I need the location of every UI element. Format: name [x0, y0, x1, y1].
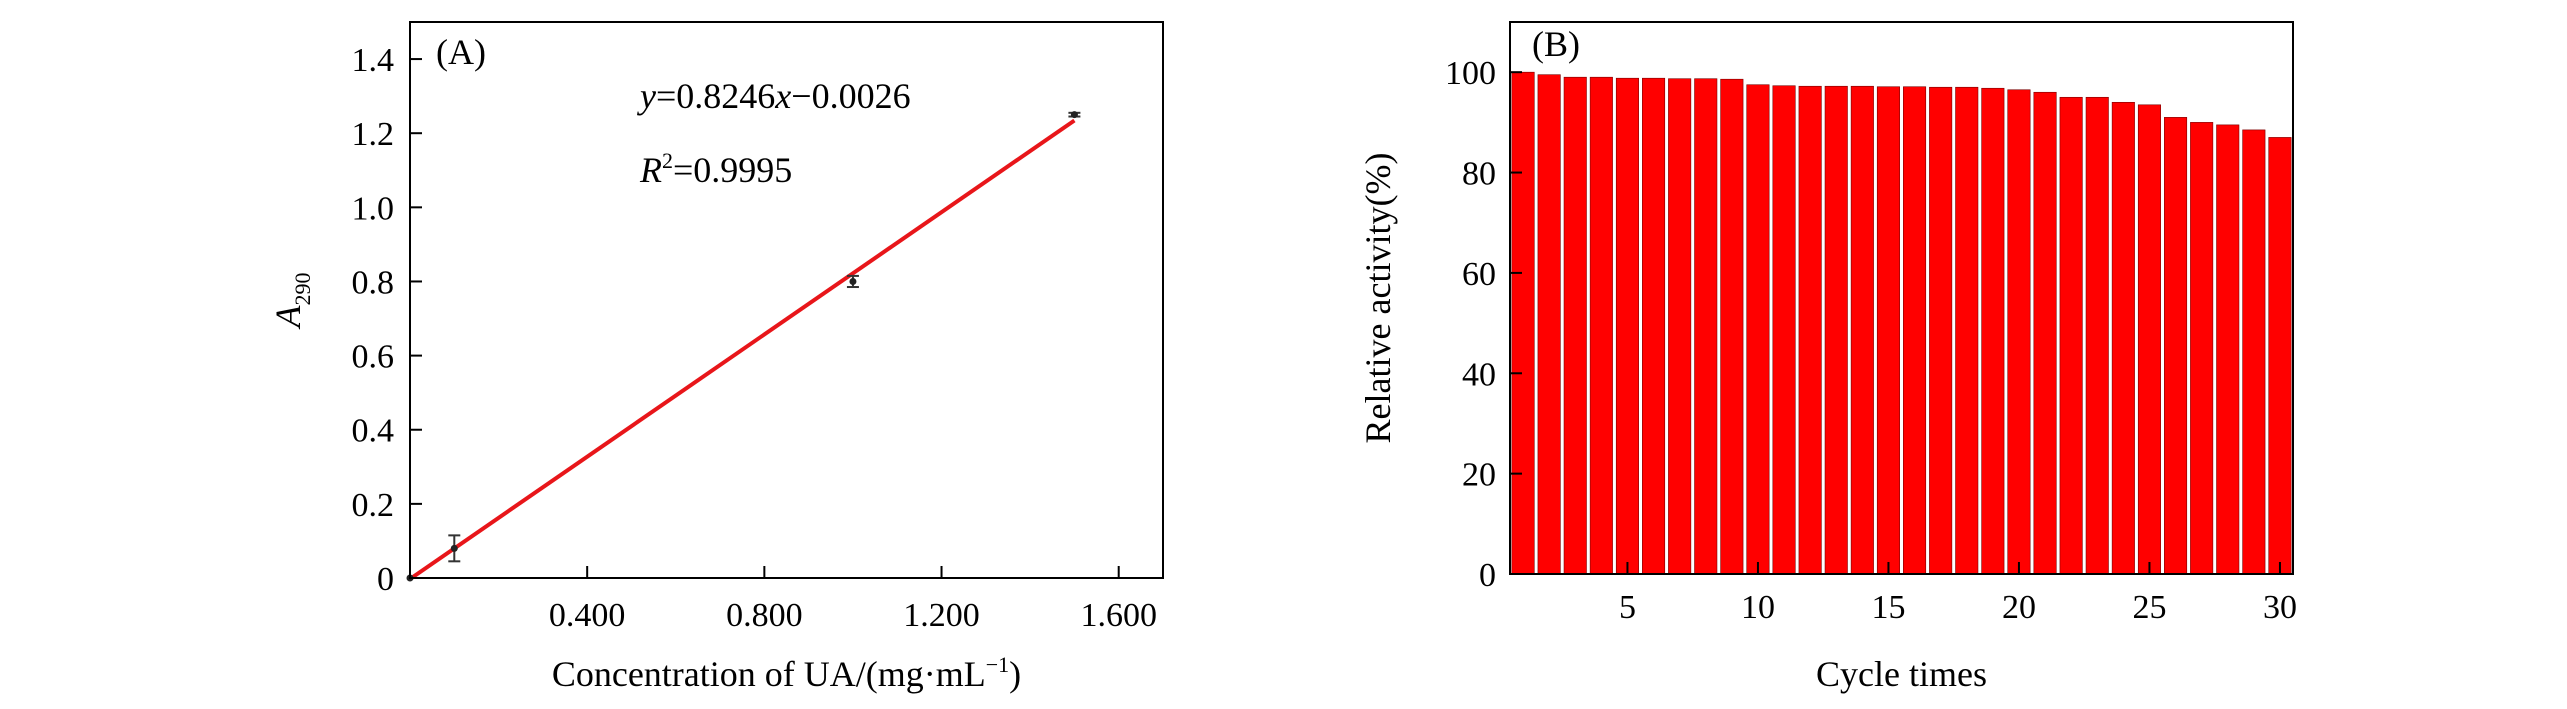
panel-b-ticks: 5 10 15 20 25 30 0 20 40 60 80 100	[1445, 55, 2297, 626]
bar-cycle-21	[2033, 91, 2057, 575]
bar-cycle-12	[1798, 85, 1822, 575]
y-tick-label: 100	[1445, 55, 1496, 92]
bar-cycle-19	[1981, 87, 2005, 575]
panel-b-bars	[1511, 71, 2292, 575]
panel-a-fit-group	[408, 118, 1076, 581]
panel-b-y-axis-label: Relative activity(%)	[1358, 153, 1398, 444]
y-tick-label: 0.2	[352, 487, 395, 524]
panel-a-points	[406, 111, 1081, 582]
fit-r-squared: R2=0.9995	[639, 148, 792, 190]
x-tick-label: 10	[1741, 589, 1775, 626]
bar-cycle-14	[1850, 85, 1874, 575]
x-label-unit: mL	[936, 654, 986, 694]
bar-cycle-7	[1668, 78, 1692, 575]
fit-r-value: =0.9995	[673, 150, 792, 190]
data-point	[1070, 111, 1078, 119]
y-tick-label: 0.6	[352, 339, 395, 376]
panel-b-label: (B)	[1532, 24, 1580, 64]
bar-cycle-24	[2111, 101, 2135, 575]
panel-a: 0.400 0.800 1.200 1.600 0 0.2 0.4 0.6 0.8 1.0 1.2 1…	[268, 21, 1164, 694]
x-tick-label: 0.400	[549, 597, 626, 634]
bar-cycle-4	[1589, 76, 1613, 575]
y-tick-label: 0	[1479, 557, 1496, 594]
bar-cycle-29	[2242, 129, 2266, 575]
x-label-superscript: −1	[986, 652, 1009, 677]
bar-cycle-5	[1615, 77, 1639, 575]
bar-cycle-11	[1772, 85, 1796, 575]
x-label-main: Concentration of UA/(mg	[552, 654, 924, 694]
bar-cycle-8	[1694, 78, 1718, 575]
bar-cycle-22	[2059, 96, 2083, 575]
data-point	[450, 544, 458, 552]
y-tick-label: 20	[1462, 457, 1496, 494]
panel-b-x-axis-label: Cycle times	[1816, 654, 1987, 694]
fit-r-symbol: R	[639, 150, 662, 190]
bar-cycle-3	[1563, 76, 1587, 575]
x-tick-label: 1.200	[903, 597, 980, 634]
bar-cycle-25	[2137, 104, 2161, 575]
bar-cycle-26	[2164, 117, 2188, 575]
x-label-close: )	[1009, 654, 1021, 694]
bar-cycle-28	[2216, 124, 2240, 575]
fit-r-superscript: 2	[662, 148, 673, 173]
x-tick-label: 5	[1619, 589, 1636, 626]
x-tick-label: 20	[2002, 589, 2036, 626]
bar-cycle-1	[1511, 71, 1535, 575]
panel-a-x-axis-label: Concentration of UA/(mg·mL−1)	[552, 652, 1021, 694]
x-label-dot: ·	[924, 654, 936, 694]
y-tick-label: 0.4	[352, 413, 395, 450]
y-tick-label: 1.0	[352, 190, 395, 227]
panel-a-ticks: 0.400 0.800 1.200 1.600 0 0.2 0.4 0.6 0.8 1.0 1.2 1…	[352, 42, 1157, 634]
bar-cycle-27	[2190, 122, 2214, 575]
y-tick-label: 40	[1462, 356, 1496, 393]
panel-a-y-axis-label: A290	[268, 273, 315, 330]
fit-equation-intercept: −0.0026	[791, 76, 910, 116]
bar-cycle-13	[1824, 85, 1848, 575]
panel-a-plot-frame	[409, 21, 1164, 579]
fit-equation-slope: =0.8246	[656, 76, 775, 116]
bar-cycle-23	[2085, 96, 2109, 575]
x-tick-label: 1.600	[1080, 597, 1157, 634]
fit-line	[408, 118, 1076, 581]
data-point	[849, 277, 857, 285]
fit-equation-y: y	[637, 76, 656, 116]
bar-cycle-30	[2268, 137, 2292, 575]
bar-cycle-15	[1876, 86, 1900, 575]
x-tick-label: 25	[2132, 589, 2166, 626]
bar-cycle-9	[1720, 78, 1744, 575]
panel-b-plot-frame	[1509, 21, 2294, 575]
fit-equation-x: x	[774, 76, 791, 116]
x-tick-label: 30	[2263, 589, 2297, 626]
panel-a-label: (A)	[436, 32, 486, 72]
bar-cycle-17	[1929, 86, 1953, 575]
bar-cycle-2	[1537, 74, 1561, 575]
y-label-subscript: 290	[290, 273, 315, 306]
y-tick-label: 60	[1462, 256, 1496, 293]
x-tick-label: 0.800	[726, 597, 803, 634]
y-tick-label: 1.4	[352, 42, 395, 79]
y-tick-label: 0.8	[352, 264, 395, 301]
y-label-a: A	[268, 305, 308, 330]
x-tick-label: 15	[1871, 589, 1905, 626]
y-tick-label: 1.2	[352, 116, 395, 153]
bar-cycle-6	[1642, 77, 1666, 575]
y-tick-label: 0	[377, 561, 394, 598]
bar-cycle-20	[2007, 89, 2031, 575]
bar-cycle-16	[1903, 86, 1927, 575]
fit-equation: y=0.8246x−0.0026	[637, 76, 911, 116]
bar-cycle-10	[1746, 84, 1770, 575]
y-tick-label: 80	[1462, 156, 1496, 193]
bar-cycle-18	[1955, 86, 1979, 575]
